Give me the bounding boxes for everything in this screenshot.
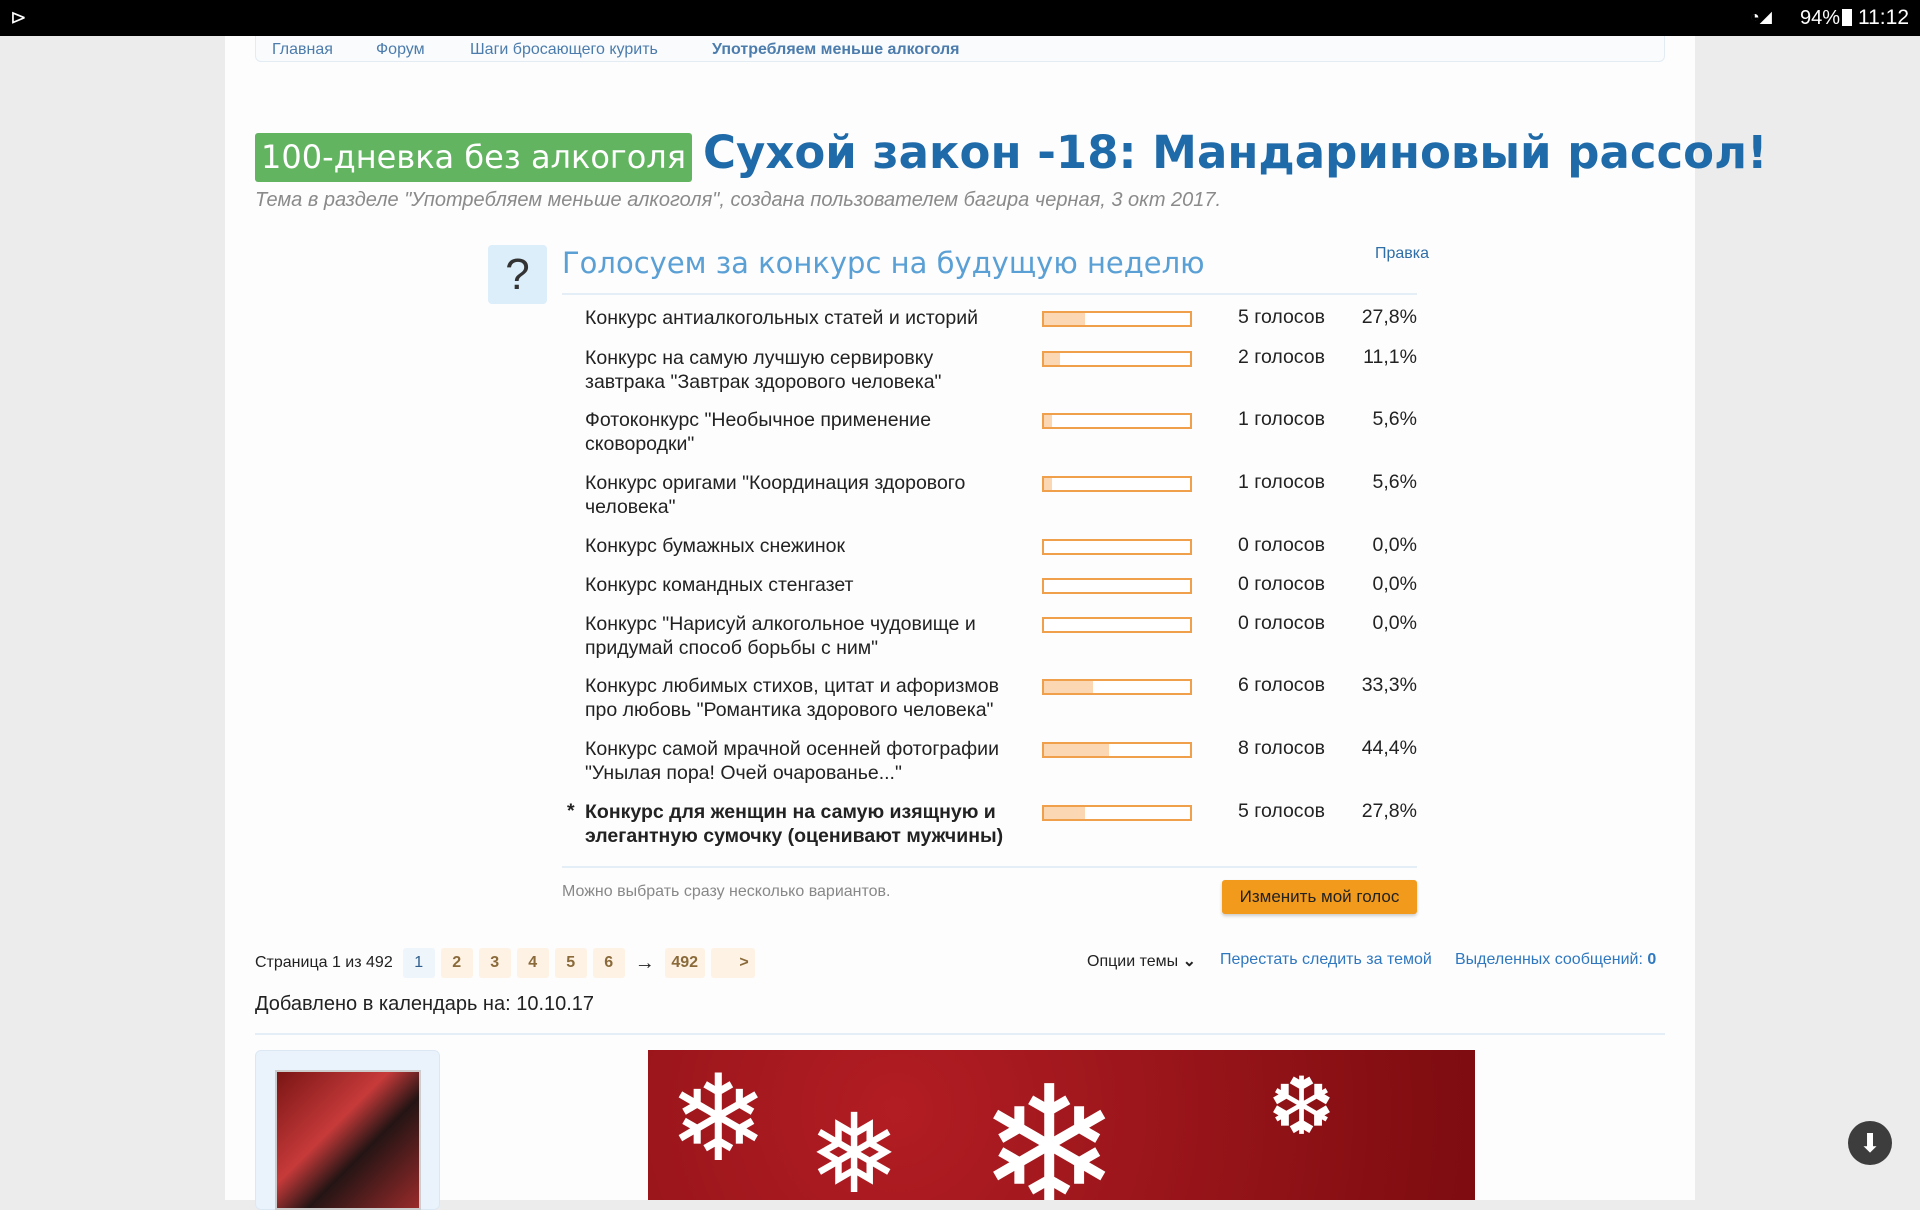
unwatch-thread-link[interactable]: Перестать следить за темой <box>1220 951 1432 968</box>
page-4[interactable]: 4 <box>516 948 549 978</box>
divider <box>562 293 1417 295</box>
divider <box>562 866 1417 868</box>
poll-result-fill <box>1044 478 1053 490</box>
poll-result-bar <box>1042 805 1192 821</box>
page-last[interactable]: 492 <box>664 948 705 978</box>
page-5[interactable]: 5 <box>554 948 587 978</box>
breadcrumb-category[interactable]: Шаги бросающего курить <box>470 41 658 58</box>
change-vote-button[interactable]: Изменить мой голос <box>1222 880 1417 914</box>
page-3[interactable]: 3 <box>478 948 511 978</box>
page-2[interactable]: 2 <box>440 948 473 978</box>
poll-option-text: Конкурс оригами "Координация здорового ч… <box>585 472 966 518</box>
poll-percent: 0,0% <box>1372 612 1417 634</box>
arrow-down-icon: ⬇ <box>1859 1128 1881 1158</box>
snowflake-icon: ❄ <box>978 1054 1121 1200</box>
breadcrumb: Главная Форум Шаги бросающего курить Упо… <box>255 36 1665 62</box>
clock: 11:12 <box>1858 6 1909 29</box>
poll-result-bar <box>1042 617 1192 633</box>
poll-result-fill <box>1044 807 1085 819</box>
page-label: Страница 1 из 492 <box>255 954 393 971</box>
poll-votes: 5 голосов <box>1238 800 1325 822</box>
thread-prefix-badge: 100-дневка без алкоголя <box>255 133 692 182</box>
poll-votes: 1 голосов <box>1238 408 1325 430</box>
wifi-signal-icon: ◔◢ <box>1750 9 1772 26</box>
thread-meta: Тема в разделе "Употребляем меньше алког… <box>255 189 1222 211</box>
poll-result-bar <box>1042 413 1192 429</box>
poll-result-bar <box>1042 742 1192 758</box>
poll-votes: 5 голосов <box>1238 306 1325 328</box>
poll-option-text: Конкурс командных стенгазет <box>585 574 854 596</box>
snowflake-icon: ❄ <box>668 1052 769 1186</box>
poll-result-fill <box>1044 415 1053 427</box>
poll-option-text: Конкурс "Нарисуй алкогольное чудовище и … <box>585 613 976 659</box>
poll-note: Можно выбрать сразу несколько вариантов. <box>562 883 891 900</box>
poll-result-fill <box>1044 313 1085 325</box>
status-bar: ⊳ ◔◢ 94% 11:12 <box>0 0 1920 36</box>
poll-percent: 0,0% <box>1372 534 1417 556</box>
poll-result-bar <box>1042 351 1192 367</box>
poll-percent: 5,6% <box>1372 408 1417 430</box>
page-6[interactable]: 6 <box>592 948 625 978</box>
chevron-down-icon: ⌄ <box>1182 953 1196 970</box>
page-jump-arrow: → <box>634 951 655 974</box>
poll-question: Голосуем за конкурс на будущую неделю <box>562 246 1205 280</box>
post-image: ❄ ❅ ❄ ❆ <box>648 1050 1475 1200</box>
selected-messages-label: Выделенных сообщений: <box>1455 951 1643 968</box>
question-icon: ? <box>488 245 547 304</box>
battery-level: 94% <box>1800 7 1841 29</box>
page-title: Сухой закон -18: Мандариновый рассол! <box>703 126 1768 179</box>
page-1[interactable]: 1 <box>402 948 435 978</box>
breadcrumb-forum[interactable]: Форум <box>376 41 425 58</box>
poll-percent: 27,8% <box>1361 800 1417 822</box>
avatar[interactable] <box>275 1070 421 1210</box>
poll-votes: 2 голосов <box>1238 346 1325 368</box>
poll-percent: 44,4% <box>1361 737 1417 759</box>
poll-votes: 0 голосов <box>1238 612 1325 634</box>
poll-percent: 5,6% <box>1372 471 1417 493</box>
edit-poll-link[interactable]: Правка <box>1375 245 1430 262</box>
poll-votes: 8 голосов <box>1238 737 1325 759</box>
poll-percent: 33,3% <box>1361 674 1417 696</box>
poll-option-text: Фотоконкурс "Необычное применение сковор… <box>585 409 932 455</box>
snowflake-icon: ❆ <box>1268 1062 1336 1151</box>
poll-result-bar <box>1042 311 1192 327</box>
thread-options-label: Опции темы <box>1087 953 1179 970</box>
selected-messages-count: 0 <box>1647 951 1657 968</box>
poll-option-text: Конкурс самой мрачной осенней фотографии… <box>585 738 999 784</box>
poll-result-bar <box>1042 578 1192 594</box>
poll-votes: 0 голосов <box>1238 534 1325 556</box>
calendar-date: Добавлено в календарь на: 10.10.17 <box>255 993 595 1015</box>
poll-result-bar <box>1042 476 1192 492</box>
pagination: Страница 1 из 492 1 2 3 4 5 6 → 492 > <box>255 948 755 978</box>
selected-messages-link[interactable]: Выделенных сообщений: 0 <box>1455 951 1656 969</box>
poll-votes: 0 голосов <box>1238 573 1325 595</box>
thread-options-menu[interactable]: Опции темы ⌄ <box>1087 951 1196 971</box>
poll-result-bar <box>1042 679 1192 695</box>
poll-percent: 11,1% <box>1363 346 1417 368</box>
content-panel <box>225 36 1695 1200</box>
next-page-button[interactable]: > <box>710 948 755 978</box>
poll-result-fill <box>1044 681 1093 693</box>
poll-percent: 27,8% <box>1361 306 1417 328</box>
poll-votes: 6 голосов <box>1238 674 1325 696</box>
snowflake-icon: ❅ <box>808 1093 901 1200</box>
selected-marker: * <box>567 800 575 822</box>
poll-option-text: Конкурс на самую лучшую сервировку завтр… <box>585 347 942 393</box>
battery-icon <box>1842 9 1852 26</box>
breadcrumb-current[interactable]: Употребляем меньше алкоголя <box>712 41 960 58</box>
poll-percent: 0,0% <box>1372 573 1417 595</box>
breadcrumb-home[interactable]: Главная <box>272 41 333 58</box>
poll-option-text: Конкурс бумажных снежинок <box>585 535 846 557</box>
poll-option-text: Конкурс для женщин на самую изящную и эл… <box>585 801 1004 847</box>
scroll-down-button[interactable]: ⬇ <box>1848 1121 1892 1165</box>
poll-option-text: Конкурс антиалкогольных статей и историй <box>585 307 978 329</box>
poll-result-fill <box>1044 353 1061 365</box>
poll-result-fill <box>1044 744 1109 756</box>
divider <box>255 1033 1665 1035</box>
poll-option-text: Конкурс любимых стихов, цитат и афоризмо… <box>585 675 999 721</box>
poll-result-bar <box>1042 539 1192 555</box>
poll-votes: 1 голосов <box>1238 471 1325 493</box>
app-icon: ⊳ <box>10 7 27 29</box>
